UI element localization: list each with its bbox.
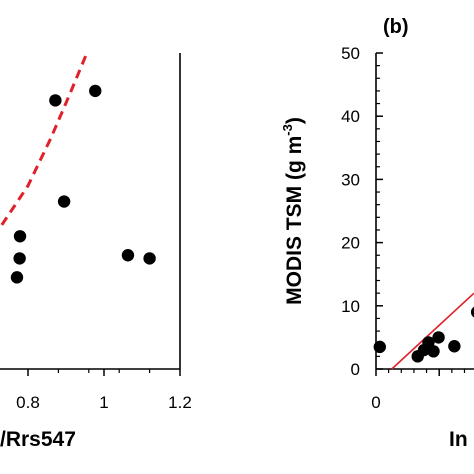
panel-b-y-tick-label: 30: [341, 170, 360, 189]
panel-b-data-point: [427, 345, 440, 358]
panel-a-data-point: [89, 84, 102, 98]
panel-b-ticks: 0 10 20 30 40 50 0: [341, 44, 466, 412]
panel-a-data-point: [49, 94, 62, 107]
panel-b-y-axis-title-sup: -3: [280, 124, 295, 136]
panel-a-data-point: [57, 195, 71, 208]
panel-b-label: (b): [383, 16, 409, 38]
panel-b-data-point: [373, 340, 386, 354]
panel-a-x-tick-label: 1.2: [168, 393, 192, 412]
panel-b-y-axis-title-main: MODIS TSM (g m: [283, 136, 306, 305]
panel-a-data-point: [10, 271, 24, 284]
panel-b-x-tick-label: 0: [371, 393, 380, 412]
panel-a: 0.8 1 1.2 /Rrs547: [0, 52, 192, 451]
panel-a-x-tick-label: 1: [99, 393, 108, 412]
panel-a-data-point: [121, 249, 135, 262]
panel-a-data-point: [13, 252, 26, 265]
panel-a-ticks: 0.8 1 1.2: [16, 369, 192, 412]
panel-b-x-axis-title: In: [449, 428, 468, 451]
panel-a-x-tick-label: 0.8: [16, 393, 40, 412]
panel-b-points: [373, 306, 474, 363]
panel-b: (b) 0 10 20 30 40 50 0 MODIS TSM (g m-3) In: [280, 16, 474, 451]
panel-b-y-axis-title: MODIS TSM (g m-3): [280, 117, 306, 305]
panel-a-data-point: [13, 230, 27, 243]
panel-a-points: [10, 84, 156, 284]
panel-b-data-point: [448, 340, 461, 353]
panel-b-y-axis-title-close: ): [283, 117, 306, 124]
panel-a-x-axis-title: /Rrs547: [0, 428, 76, 451]
panel-b-y-tick-label: 10: [341, 297, 360, 316]
panel-b-data-point: [470, 306, 474, 318]
panel-a-fit-curve: [0, 52, 89, 231]
panel-b-y-tick-label: 20: [341, 234, 360, 253]
panel-b-fit-line: [391, 292, 474, 370]
panel-b-data-point: [432, 331, 445, 344]
panel-b-y-tick-label: 50: [341, 44, 360, 63]
panel-a-data-point: [143, 252, 156, 265]
panel-b-y-tick-label: 40: [341, 107, 360, 126]
panel-b-y-tick-label: 0: [351, 360, 360, 379]
